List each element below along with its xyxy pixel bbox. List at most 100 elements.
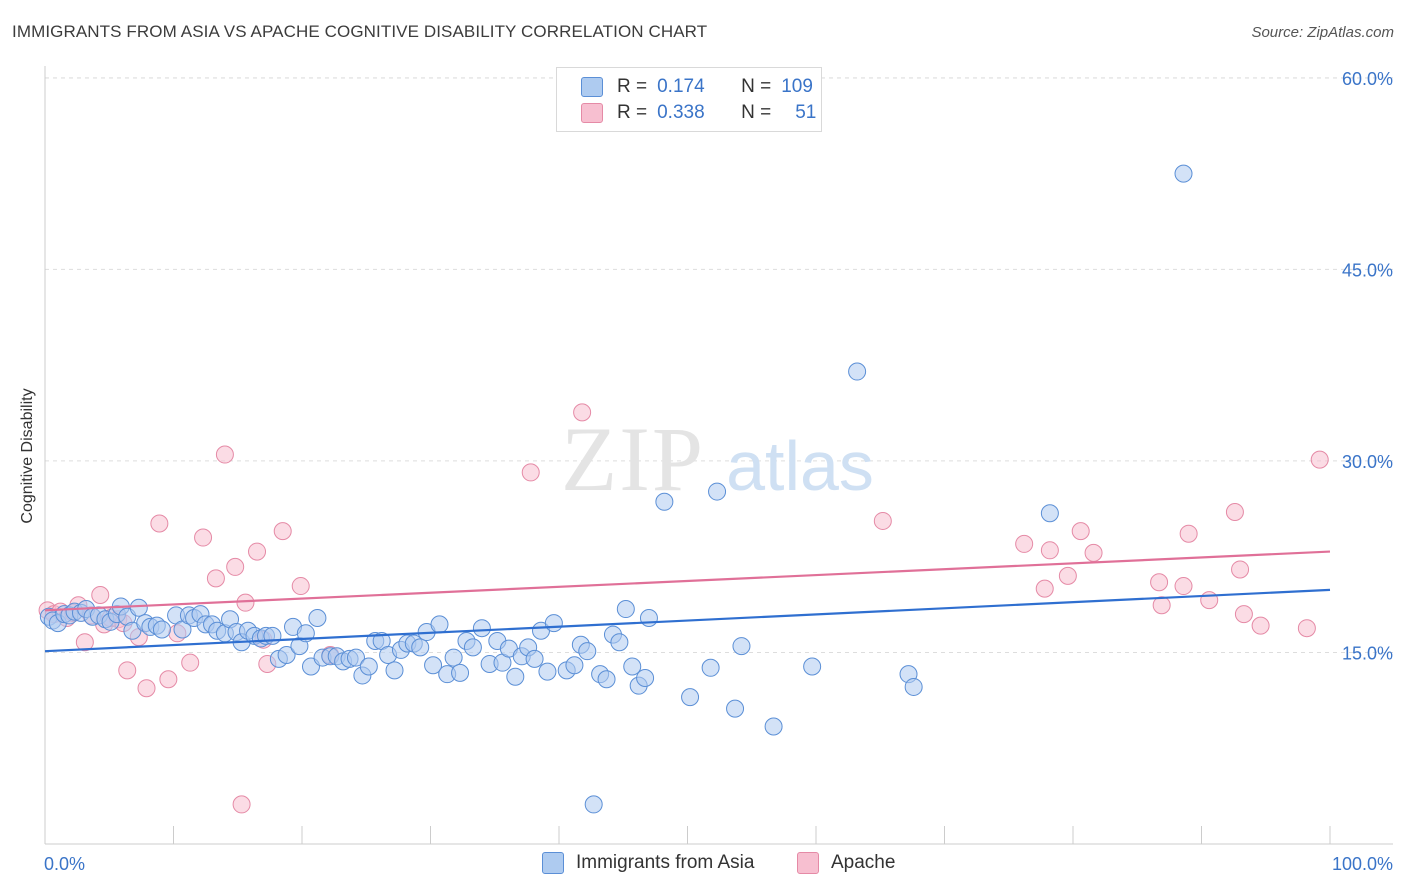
asia-point bbox=[623, 657, 642, 676]
asia-point bbox=[129, 598, 148, 617]
asia-point bbox=[681, 688, 700, 707]
watermark-atlas: atlas bbox=[726, 427, 874, 505]
asia-point bbox=[411, 638, 430, 657]
apache-point bbox=[215, 445, 234, 464]
asia-point bbox=[1040, 504, 1059, 523]
apache-point bbox=[194, 528, 213, 547]
apache-point bbox=[1231, 560, 1250, 579]
asia-point bbox=[444, 648, 463, 667]
apache-point bbox=[1234, 605, 1253, 624]
apache-point bbox=[873, 511, 892, 530]
asia-points bbox=[39, 164, 1193, 814]
asia-point bbox=[655, 492, 674, 511]
apache-point bbox=[150, 514, 169, 533]
legend-n-value: 51 bbox=[795, 102, 817, 123]
legend-n-label: N = bbox=[741, 76, 772, 97]
asia-point bbox=[424, 656, 443, 675]
apache-point bbox=[1040, 541, 1059, 560]
legend-item-apache: Apache bbox=[797, 852, 895, 874]
legend-r-value: 0.174 bbox=[657, 76, 705, 97]
y-tick-label: 45.0% bbox=[1342, 260, 1393, 280]
apache-point bbox=[91, 586, 110, 604]
legend-r-label: R = bbox=[617, 102, 648, 123]
asia-point bbox=[1174, 164, 1193, 183]
legend-r-value: 0.338 bbox=[657, 102, 705, 123]
apache-point bbox=[1152, 596, 1171, 615]
asia-point bbox=[904, 677, 923, 696]
asia-point bbox=[359, 657, 378, 676]
apache-point bbox=[226, 557, 245, 576]
legend-row-apache: R = 0.338 N = 51 bbox=[581, 101, 816, 125]
watermark: ZIP atlas bbox=[561, 408, 874, 510]
x-tick-label: 100.0% bbox=[1332, 854, 1393, 874]
apache-point bbox=[137, 679, 156, 698]
asia-point bbox=[708, 482, 727, 501]
asia-point bbox=[152, 620, 171, 639]
apache-point bbox=[1310, 450, 1329, 469]
legend-row-asia: R = 0.174 N = 109 bbox=[581, 75, 813, 99]
correlation-legend: R = 0.174 N = 109 R = 0.338 N = 51 bbox=[556, 67, 822, 132]
apache-point bbox=[1251, 616, 1270, 635]
apache-point bbox=[573, 403, 592, 422]
trend-lines bbox=[44, 550, 1331, 653]
grid-lines bbox=[45, 77, 1393, 653]
y-tick-label: 60.0% bbox=[1342, 69, 1393, 89]
asia-point bbox=[639, 608, 658, 627]
asia-point bbox=[430, 615, 449, 634]
asia-point bbox=[544, 614, 563, 633]
apache-point bbox=[1150, 573, 1169, 592]
apache-point bbox=[181, 653, 200, 672]
asia-point bbox=[701, 658, 720, 677]
apache-point bbox=[1225, 503, 1244, 521]
legend-label-apache: Apache bbox=[831, 852, 896, 873]
y-tick-label: 15.0% bbox=[1342, 643, 1393, 663]
apache-point bbox=[1174, 577, 1193, 596]
asia-point bbox=[584, 795, 603, 814]
asia-point bbox=[472, 619, 491, 638]
apache-point bbox=[118, 661, 137, 680]
asia-point bbox=[726, 699, 745, 718]
apache-point bbox=[1058, 566, 1077, 585]
apache-point bbox=[236, 593, 255, 612]
asia-point bbox=[308, 608, 327, 627]
asia-point bbox=[263, 626, 282, 645]
legend-swatch-pink bbox=[797, 852, 819, 874]
apache-trend-line bbox=[44, 550, 1331, 612]
asia-point bbox=[578, 642, 597, 661]
asia-point bbox=[848, 362, 867, 381]
legend-swatch-pink bbox=[581, 103, 603, 123]
axes bbox=[44, 66, 1393, 845]
apache-point bbox=[159, 670, 178, 689]
asia-point bbox=[346, 648, 365, 667]
asia-point bbox=[451, 663, 470, 682]
asia-point bbox=[565, 656, 584, 675]
legend-swatch-blue bbox=[581, 77, 603, 97]
asia-trend-line bbox=[44, 588, 1331, 653]
asia-point bbox=[732, 637, 751, 656]
apache-point bbox=[1071, 522, 1090, 541]
apache-point bbox=[1179, 524, 1198, 543]
apache-point bbox=[273, 522, 292, 541]
x-tick-label: 0.0% bbox=[44, 854, 85, 874]
chart-title: IMMIGRANTS FROM ASIA VS APACHE COGNITIVE… bbox=[12, 22, 708, 41]
series-legend: Immigrants from Asia Apache bbox=[0, 852, 1406, 876]
apache-point bbox=[521, 463, 540, 482]
asia-point bbox=[385, 661, 404, 680]
asia-point bbox=[463, 638, 482, 657]
tick-labels: 15.0% 30.0% 45.0% 60.0% 0.0% 100.0% bbox=[44, 69, 1393, 874]
legend-n-label: N = bbox=[741, 102, 772, 123]
asia-point bbox=[616, 600, 635, 619]
apache-point bbox=[248, 542, 267, 561]
asia-point bbox=[764, 717, 783, 736]
asia-point bbox=[610, 633, 629, 652]
legend-swatch-blue bbox=[542, 852, 564, 874]
asia-point bbox=[525, 649, 544, 668]
asia-point bbox=[597, 670, 616, 689]
apache-point bbox=[232, 795, 251, 814]
asia-point bbox=[803, 657, 822, 676]
apache-point bbox=[75, 633, 94, 652]
apache-point bbox=[1035, 579, 1054, 598]
apache-point bbox=[1084, 543, 1103, 562]
legend-label-asia: Immigrants from Asia bbox=[576, 852, 755, 873]
